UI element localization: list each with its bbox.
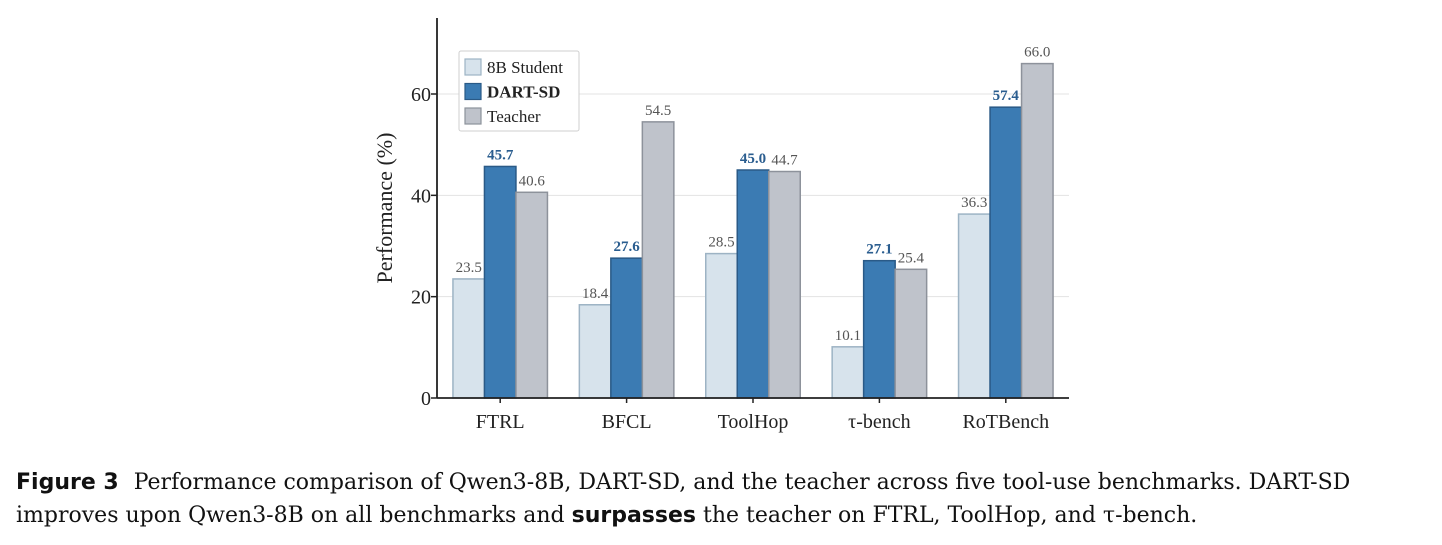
data-label: 36.3 xyxy=(961,195,987,211)
bar xyxy=(831,346,865,399)
data-label: 44.7 xyxy=(771,153,798,169)
bar xyxy=(610,257,644,399)
data-label: 57.4 xyxy=(993,88,1020,104)
legend-entry: DART-SD xyxy=(487,83,560,102)
legend-swatch xyxy=(464,82,482,101)
data-label: 27.6 xyxy=(613,239,640,255)
data-label: 45.0 xyxy=(740,151,766,167)
bar xyxy=(515,191,549,399)
data-label: 10.1 xyxy=(835,328,861,344)
data-label: 54.5 xyxy=(645,103,671,119)
bar xyxy=(989,106,1023,399)
bar xyxy=(578,304,612,399)
x-tick-label: BFCL xyxy=(602,411,652,433)
bar xyxy=(957,213,991,399)
data-label: 40.6 xyxy=(519,173,546,189)
caption-text-2: the teacher on FTRL, ToolHop, and τ-benc… xyxy=(703,503,1198,528)
bar xyxy=(1020,62,1054,399)
y-tick-label: 20 xyxy=(411,287,431,309)
bar-chart: 23.5 45.7 40.6 18.4 27.6 54.5 28.5 45.0 44.7 10.1… xyxy=(372,18,1069,433)
bar xyxy=(768,170,801,399)
x-tick-label: ToolHop xyxy=(718,411,789,433)
data-label: 23.5 xyxy=(456,260,482,276)
legend-entry: Teacher xyxy=(487,107,541,126)
data-label: 28.5 xyxy=(708,235,734,251)
data-label: 66.0 xyxy=(1024,45,1050,61)
data-label: 27.1 xyxy=(866,242,892,258)
data-label: 25.4 xyxy=(898,250,925,266)
caption-text-1: Performance comparison of Qwen3-8B, DART… xyxy=(16,470,1351,528)
legend-box xyxy=(458,50,580,132)
bar xyxy=(452,278,486,399)
y-tick-label: 40 xyxy=(411,185,431,207)
x-tick-label: FTRL xyxy=(476,411,525,433)
data-label: 18.4 xyxy=(582,286,609,302)
y-axis-label: Performance (%) xyxy=(372,133,397,284)
bar xyxy=(483,165,517,399)
bar xyxy=(641,121,675,399)
legend: 8B Student DART-SD Teacher xyxy=(458,50,580,132)
axes: 0 20 40 60 FTRL BFCL ToolHop τ-bench RoTBench Per… xyxy=(372,18,1069,433)
data-labels: 23.5 45.7 40.6 18.4 27.6 54.5 28.5 45.0 44.7 10.1… xyxy=(456,45,1051,344)
legend-swatch xyxy=(464,107,482,125)
bar xyxy=(705,252,738,399)
figure-caption: Figure 3 Performance comparison of Qwen3… xyxy=(16,466,1436,532)
bars xyxy=(452,62,1054,399)
data-label: 45.7 xyxy=(487,147,514,163)
legend-swatch xyxy=(464,58,482,76)
x-tick-label: τ-bench xyxy=(848,411,910,433)
legend-entry: 8B Student xyxy=(487,58,563,77)
caption-emphasis: surpasses xyxy=(571,503,697,528)
figure-label: Figure 3 xyxy=(16,470,119,495)
bar xyxy=(736,169,770,399)
y-tick-label: 60 xyxy=(411,84,431,106)
x-tick-label: RoTBench xyxy=(962,411,1049,433)
bar xyxy=(894,268,928,399)
y-tick-label: 0 xyxy=(421,388,431,410)
bar xyxy=(862,259,896,399)
